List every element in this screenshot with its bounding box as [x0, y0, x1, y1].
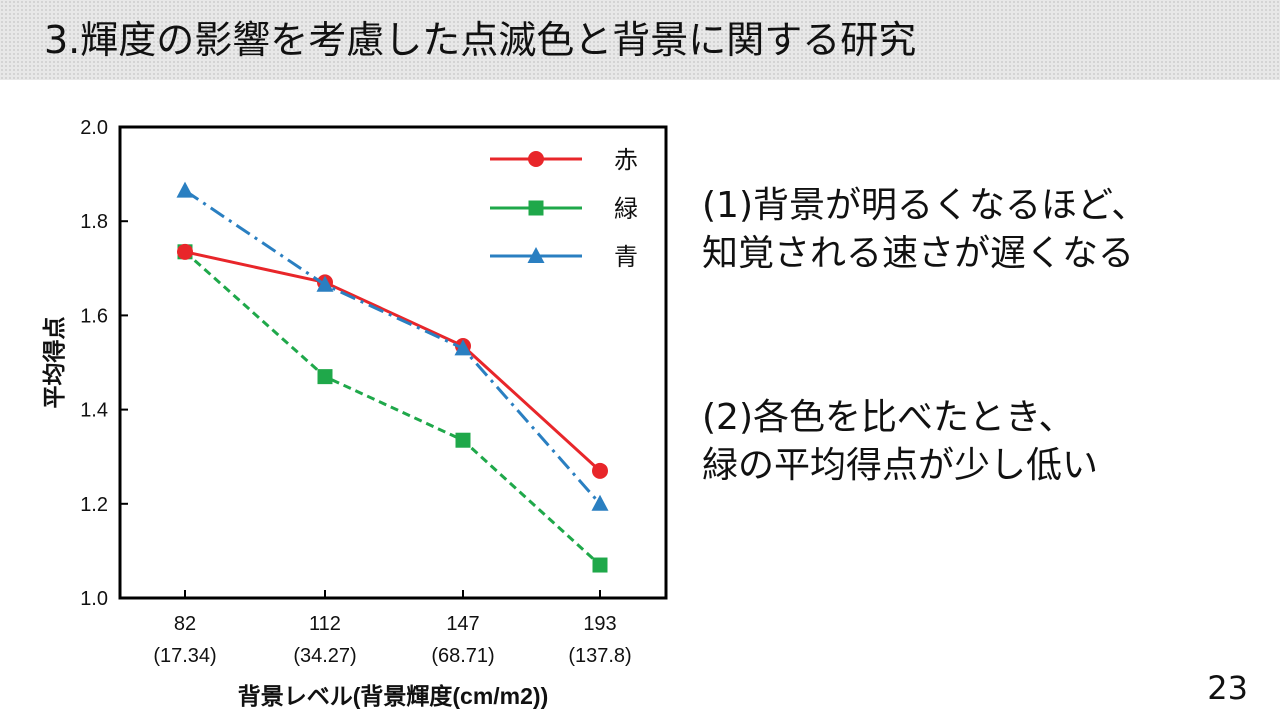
legend-marker-1	[528, 200, 544, 216]
y-tick-label: 1.0	[80, 588, 108, 610]
legend-label-1: 緑	[614, 196, 638, 223]
x-tick-sublabel: (68.71)	[431, 645, 494, 667]
point-1-line-1: (1)背景が明るくなるほど、	[702, 185, 1148, 226]
plot-frame	[118, 125, 668, 600]
x-tick-label: 82	[174, 613, 196, 635]
legend-marker-0	[528, 151, 544, 167]
data-point	[176, 181, 194, 198]
point-2-line-1: (2)各色を比べたとき、	[702, 397, 1075, 438]
point-2: (2)各色を比べたとき、 緑の平均得点が少し低い	[702, 394, 1098, 490]
y-tick-label: 1.6	[80, 305, 108, 327]
y-axis-label: 平均得点	[41, 317, 67, 409]
y-tick-label: 1.2	[80, 494, 108, 516]
data-point	[454, 339, 472, 356]
y-tick-label: 1.4	[80, 400, 108, 422]
point-2-line-2: 緑の平均得点が少し低い	[702, 445, 1099, 486]
series-line-2	[184, 189, 602, 505]
x-tick-label: 147	[446, 613, 479, 635]
series-line-0	[184, 250, 602, 472]
x-tick-label: 112	[309, 613, 341, 635]
legend-label-2: 青	[614, 244, 638, 271]
data-point	[177, 243, 193, 260]
data-point	[455, 432, 471, 448]
legend-label-0: 赤	[614, 147, 638, 174]
point-1: (1)背景が明るくなるほど、 知覚される速さが遅くなる	[702, 182, 1147, 278]
x-tick-sublabel: (137.8)	[568, 645, 631, 667]
x-tick-sublabel: (34.27)	[293, 645, 356, 667]
series-line-1	[184, 250, 602, 567]
line-chart: 1.0 1.2 1.4 1.6 1.8 2.0 82 (17.34) 112 (34.27) 147…	[0, 80, 690, 720]
y-tick-label: 2.0	[80, 117, 108, 139]
data-point	[317, 369, 333, 385]
x-axis-label: 背景レベル(背景輝度(cm/m2))	[238, 683, 549, 709]
x-tick-label: 193	[583, 613, 616, 635]
data-point	[591, 494, 609, 511]
chart-svg: 1.0 1.2 1.4 1.6 1.8 2.0 82 (17.34) 112 (34.27) 147…	[41, 117, 668, 709]
slide-title: 3.輝度の影響を考慮した点滅色と背景に関する研究	[44, 18, 917, 62]
y-tick-label: 1.8	[80, 211, 108, 233]
x-tick-sublabel: (17.34)	[153, 645, 216, 667]
point-1-line-2: 知覚される速さが遅くなる	[702, 233, 1135, 274]
legend-marker-2	[527, 247, 545, 263]
data-point	[316, 275, 334, 292]
data-point	[592, 462, 608, 479]
page-number: 23	[1207, 669, 1248, 707]
title-bar: 3.輝度の影響を考慮した点滅色と背景に関する研究	[0, 0, 1280, 80]
data-point	[592, 557, 608, 573]
